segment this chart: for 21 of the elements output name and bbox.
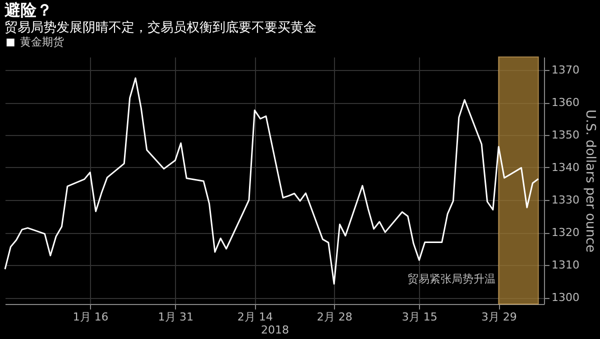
y-tick-label: 1310 [552,258,580,272]
y-tick-label: 1340 [552,161,580,174]
legend-label: 黄金期货 [20,36,64,48]
x-tick-label: 2月 28 [316,310,352,324]
band-label: 贸易紧张局势升温 [408,272,496,286]
y-tick-label: 1350 [552,128,580,142]
x-axis-title: 2018 [261,324,289,336]
y-tick-label: 1360 [552,96,580,109]
y-tick-label: 1320 [552,226,580,239]
y-axis-title: U.S. dollars per ounce [582,109,598,253]
x-tick-label: 1月 31 [158,310,194,324]
y-tick-label: 1330 [552,194,580,206]
chart-subtitle: 贸易局势发展阴晴不定，交易员权衡到底要不要买黄金 [4,20,316,36]
x-tick-label: 3月 29 [481,310,517,324]
y-tick-label: 1300 [552,291,580,304]
x-tick-label: 1月 16 [72,310,108,324]
x-tick-label: 3月 15 [402,310,438,324]
chart-title: 避险？ [3,0,52,20]
y-tick-label: 1370 [552,64,580,76]
x-tick-label: 2月 14 [237,310,273,324]
line-series [4,77,540,285]
